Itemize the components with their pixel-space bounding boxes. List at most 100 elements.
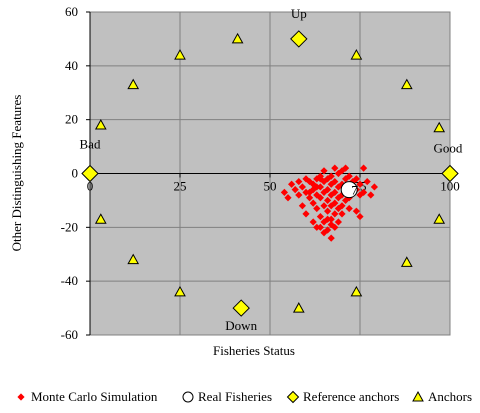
monte-carlo-simulation-point: [284, 194, 292, 202]
monte-carlo-simulation-point: [309, 199, 317, 207]
monte-carlo-simulation-point: [356, 212, 364, 221]
monte-carlo-simulation-point: [280, 188, 288, 196]
monte-carlo-simulation-point: [363, 177, 371, 186]
monte-carlo-simulation-point: [324, 175, 332, 183]
monte-carlo-simulation-point: [360, 164, 368, 172]
real-fisheries-label: 7: [351, 183, 358, 198]
monte-carlo-simulation-point: [345, 204, 353, 213]
monte-carlo-simulation-point: [367, 191, 375, 199]
legend-label-real-fisheries: Real Fisheries: [198, 389, 272, 404]
monte-carlo-simulation-point: [334, 183, 342, 191]
monte-carlo-simulation-point: [356, 180, 364, 188]
legend-marker-reference-anchors: [286, 390, 300, 404]
monte-carlo-simulation-point: [327, 234, 335, 242]
anchors-point: [292, 302, 305, 313]
monte-carlo-simulation-point: [298, 183, 306, 191]
monte-carlo-simulation-point: [327, 221, 335, 229]
monte-carlo-simulation-point: [291, 186, 299, 194]
monte-carlo-simulation-point: [331, 188, 339, 196]
legend: Monte Carlo Simulation Real Fisheries Refe…: [17, 389, 472, 404]
anchors-point: [127, 78, 140, 90]
anchors-point: [433, 213, 446, 224]
monte-carlo-simulation-point: [295, 177, 303, 186]
annotation-bad: Bad: [80, 137, 101, 152]
anchors-point: [94, 119, 107, 130]
data-marks: 7: [81, 30, 459, 317]
monte-carlo-simulation-point: [324, 186, 332, 194]
monte-carlo-simulation-point: [313, 191, 321, 199]
monte-carlo-simulation-point: [342, 175, 350, 183]
monte-carlo-simulation-point: [342, 196, 350, 205]
monte-carlo-simulation-point: [295, 191, 303, 199]
reference-anchors-point: [81, 164, 99, 183]
monte-carlo-simulation-point: [331, 164, 339, 172]
y-tick-label: -40: [61, 273, 78, 288]
reference-anchors-point: [441, 164, 459, 183]
reference-anchors-point: [290, 30, 308, 48]
legend-marker-real-fisheries: [182, 391, 194, 403]
anchors-point: [400, 256, 413, 267]
anchors-point: [433, 121, 446, 133]
monte-carlo-simulation-point: [342, 164, 350, 172]
y-tick-label: -20: [61, 219, 78, 234]
annotations: Up Down Bad Good: [80, 6, 463, 333]
y-tick-label: 0: [72, 166, 79, 181]
monte-carlo-simulation-point: [320, 167, 328, 175]
monte-carlo-simulation-point: [306, 194, 314, 202]
monte-carlo-simulation-point: [370, 183, 378, 191]
monte-carlo-simulation-point: [352, 175, 360, 183]
monte-carlo-simulation-point: [324, 215, 332, 223]
monte-carlo-simulation-point: [334, 204, 342, 213]
monte-carlo-simulation-point: [302, 188, 310, 196]
annotation-up: Up: [291, 6, 307, 21]
monte-carlo-simulation-point: [334, 218, 342, 226]
anchors-point: [174, 285, 186, 297]
x-tick-label: 50: [264, 179, 277, 194]
monte-carlo-simulation-point: [360, 188, 368, 196]
monte-carlo-simulation-point: [302, 210, 310, 218]
anchors-point: [94, 213, 107, 224]
monte-carlo-simulation-point: [324, 196, 332, 205]
legend-label-monte-carlo-simulation: Monte Carlo Simulation: [31, 389, 158, 404]
monte-carlo-simulation-point: [313, 183, 321, 191]
legend-label-anchors: Anchors: [428, 389, 472, 404]
monte-carlo-simulation-point: [316, 223, 324, 231]
monte-carlo-simulation-point: [298, 202, 306, 210]
gridlines: [90, 12, 450, 335]
y-tick-label: 20: [65, 112, 78, 127]
monte-carlo-simulation-point: [331, 210, 339, 218]
x-axis-title: Fisheries Status: [213, 343, 295, 358]
monte-carlo-simulation-point: [345, 172, 353, 180]
anchors-point: [174, 49, 186, 60]
monte-carlo-simulation-point: [316, 175, 324, 183]
anchors-point: [400, 78, 413, 90]
monte-carlo-simulation-point: [334, 194, 342, 202]
y-axis-ticks: -60 -40 -20 0 20 40 60: [61, 4, 78, 342]
monte-carlo-simulation-point: [309, 218, 317, 226]
monte-carlo-simulation-point: [338, 210, 346, 218]
y-tick-label: 60: [65, 4, 78, 19]
real-fisheries-point: [340, 181, 358, 199]
monte-carlo-simulation-point: [324, 207, 332, 215]
monte-carlo-simulation-point: [288, 180, 296, 188]
y-axis-title: Other Distinguishing Features: [9, 95, 24, 252]
x-tick-label: 25: [174, 179, 187, 194]
x-tick-label: 100: [440, 179, 460, 194]
monte-carlo-simulation-point: [313, 204, 321, 213]
monte-carlo-simulation-point: [316, 194, 324, 202]
monte-carlo-simulation-point: [334, 169, 342, 178]
monte-carlo-simulation-point: [338, 202, 346, 210]
annotation-down: Down: [225, 318, 257, 333]
anchors-point: [350, 285, 363, 297]
monte-carlo-simulation-point: [331, 199, 339, 207]
monte-carlo-simulation-point: [306, 177, 314, 186]
x-tick-label: 0: [87, 179, 94, 194]
monte-carlo-simulation-point: [331, 177, 339, 186]
monte-carlo-simulation-point: [327, 172, 335, 180]
monte-carlo-simulation-point: [324, 226, 332, 234]
monte-carlo-simulation-point: [316, 183, 324, 191]
monte-carlo-simulation-point: [316, 212, 324, 221]
y-tick-label: -60: [61, 327, 78, 342]
y-tick-label: 40: [65, 58, 78, 73]
